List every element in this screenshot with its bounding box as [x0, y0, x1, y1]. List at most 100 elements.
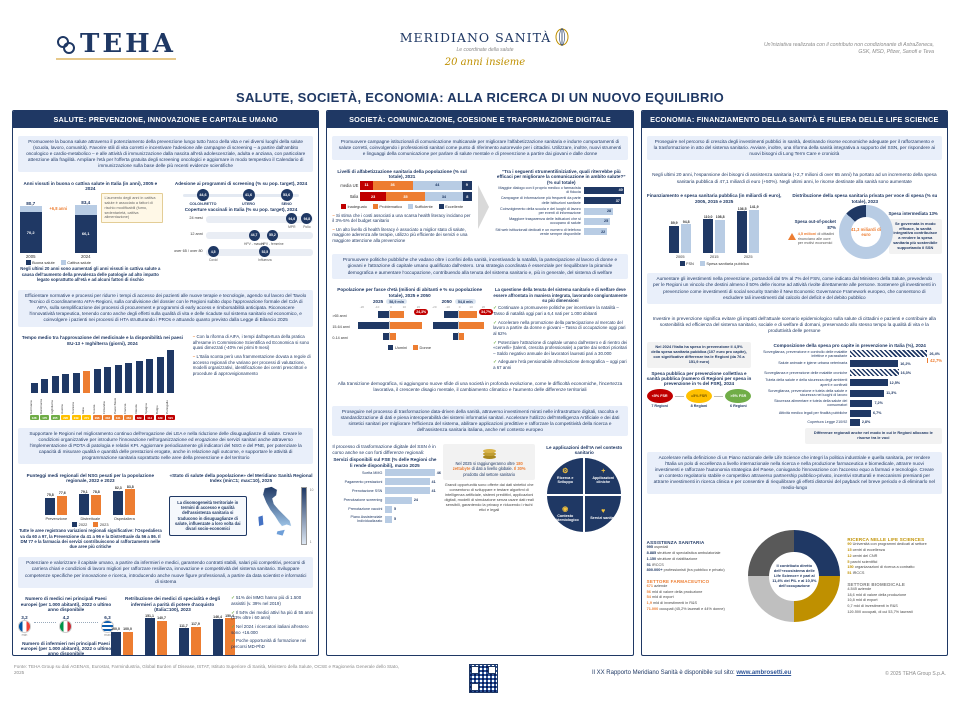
donut: 41,3 miliardi di euro — [838, 205, 893, 260]
age-labels: >65 anni 15-64 anni 0-14 anni — [332, 299, 349, 343]
value-label: 75,8 — [46, 493, 54, 498]
country-label: Italia — [81, 407, 86, 415]
country-label: Danimarca — [39, 399, 44, 415]
bar — [144, 618, 155, 655]
scale-item: 41,6 UTERO — [242, 189, 255, 206]
column-economia-header: ECONOMIA: FINANZIAMENTO DELLA SANITÀ E F… — [641, 111, 947, 128]
bar-row: Coinvolgimento della scuola e dei luoghi… — [495, 207, 628, 215]
column-salute: SALUTE: PREVENZIONE, INNOVAZIONE E CAPIT… — [12, 110, 320, 656]
dot-label: Polio — [303, 225, 311, 230]
bar: 22 — [583, 228, 607, 236]
chart-anni-salute: 80,7 70,2 2005 +6,8 anni 83,4 66,1 2024 Buona s… — [18, 193, 98, 266]
list-item: 150 organizzazioni di ricerca a contratt… — [847, 565, 915, 570]
value-label: 100,0 — [111, 627, 120, 632]
footer: Fonte: TEHA Group su dati AGENAS, Eurost… — [14, 664, 946, 693]
assistenza-header: ASSISTENZA SANITARIA — [646, 540, 705, 546]
legend-item: Cattiva salute — [60, 260, 91, 266]
group-2025: 136,5 141,9 2025 — [737, 205, 760, 260]
italy-map — [257, 486, 292, 536]
bar — [850, 369, 899, 377]
row-label: Pagamento prestazioni — [344, 479, 383, 484]
category-label: 2025 — [743, 254, 753, 260]
oval: >5% FSR — [725, 388, 752, 403]
row-label: Attività medico legali per finalità pubb… — [778, 411, 848, 416]
value-label: 141,9 — [749, 205, 759, 210]
country-label: Paesi Bassi — [112, 397, 117, 415]
bar-row: Scelta MMG 46 — [332, 469, 441, 477]
pyramid-row — [430, 332, 487, 341]
list-item: 995 ospedali — [646, 545, 669, 550]
list-item: 8.885 strutture di specialistica ambulat… — [646, 551, 721, 556]
bar-row: Prenotazione screening 24 — [332, 496, 437, 504]
value-label: 2,8% — [861, 420, 871, 425]
bar-row: Attività medico legali per finalità pubb… — [757, 409, 942, 417]
dati-sintetici-note: Grandi opportunità sono offerte dai dati… — [444, 482, 534, 513]
value-label: 110,0 — [703, 214, 713, 219]
contributors-note: Un'iniziativa realizzata con il contribu… — [763, 42, 934, 56]
bar-row: Salute animale e igiene urbana veterinar… — [757, 360, 942, 368]
list-item: Nel 2024 i ricercatori italiani all'este… — [231, 624, 313, 635]
bar-row: Siti web istituzionali dedicati e un num… — [495, 228, 628, 236]
zt-text: Nel 2025 si raggiungeranno oltre — [455, 461, 515, 467]
stacked-row: media UE 11 36 44 9 — [332, 180, 472, 190]
page-title: SALUTE, SOCIETÀ, ECONOMIA: ALLA RICERCA … — [235, 90, 725, 105]
report-url-link[interactable]: www.ambrosetti.eu — [736, 670, 792, 676]
bar-donne — [390, 310, 404, 318]
heart-icon: ♥ — [601, 507, 606, 515]
panel-header: 2050 54,8 mln — [430, 299, 487, 305]
qr-eye — [488, 666, 496, 674]
legend: Buona salute Cattiva salute — [18, 260, 98, 266]
bar-row: Copertura Legge 210/92 2,8% — [757, 418, 942, 426]
item-label: UTERO — [242, 202, 255, 207]
map-color-scale — [300, 486, 307, 545]
renuncia-warning: 4,5 milioni di cittadini rinunciano alle… — [787, 232, 836, 246]
value-label: 6,7% — [873, 411, 882, 416]
bar-Germania — [30, 382, 38, 394]
row-label: media UE — [340, 182, 359, 188]
bar — [178, 628, 189, 655]
bar-uomini — [383, 332, 390, 340]
list-item: Poche opportunità di formazione nei perc… — [231, 638, 313, 649]
bar — [715, 219, 726, 254]
list-item: 0,7 mld di investimenti in R&S — [847, 604, 898, 609]
chart-title: Tempo medio tra l'approvazione del medic… — [21, 335, 183, 346]
total-label: 83,4 — [81, 199, 91, 205]
group-2015: 110,0 108,8 2015 — [703, 214, 726, 259]
value-chip: 318 — [103, 415, 113, 421]
bar — [737, 211, 748, 254]
value-label: 108,8 — [715, 215, 725, 220]
ia-quadrants: ⚙ Ricerca e Sviluppo + Applicazioni clinic… — [547, 457, 622, 532]
country-item: 6,3 max — [100, 615, 114, 638]
row-track: 44,7 HPV - maschi 55,2 HPV - femmine — [205, 229, 314, 246]
aifa-bullet-list: Con la riforma di AIFA, i tempi dall'ape… — [193, 334, 314, 420]
segment: 9 — [461, 180, 472, 190]
list-item: 71.000 occupati (45,2% laureati e 44% do… — [646, 606, 725, 611]
row-label: Prenotazione screening — [343, 498, 383, 503]
composizione-annotation: 42,7% — [927, 357, 942, 363]
value-label: 89,9 — [670, 221, 678, 226]
list-item: 54 mld di export — [646, 595, 674, 600]
value-chip: 170 — [40, 415, 50, 421]
row-track: 94,6 MPR 94,8 Polio — [205, 213, 314, 229]
bar-row: Prenotazione SSN 41 — [332, 487, 437, 495]
bar — [850, 399, 873, 407]
legend: Inadeguato Problematico Sufficiente Eccelle… — [332, 203, 471, 209]
map-title: «Stato di salute della popolazione» del … — [169, 472, 313, 484]
minmax-label: min — [21, 632, 28, 637]
value-label: 100,0 — [123, 627, 132, 632]
value-label: 146,4 — [213, 614, 222, 619]
pyramid-2050: 2050 54,8 mln -20 -10 0 10 20 34,7% — [430, 299, 494, 343]
pyramid-row — [430, 321, 487, 330]
bar-row: Campagne di informazione più frequenti d… — [495, 196, 628, 205]
legend-item: Uomini — [388, 344, 407, 350]
chart-title: Spesa pubblica per prevenzione collettiv… — [646, 370, 752, 387]
country-label: Belgio — [154, 405, 159, 415]
bar — [156, 620, 167, 655]
bar-groups: 75,8 77,6 Prevenzione 79,1 78,8 Distrettuale 8… — [18, 485, 163, 521]
value-label: 16,2% — [900, 361, 911, 366]
segment: 36 — [372, 180, 413, 190]
value-chip: 128 — [29, 415, 39, 421]
bar: 40 — [583, 186, 625, 194]
dot-label: Covid — [208, 258, 218, 263]
row-label: Italia — [349, 194, 359, 200]
